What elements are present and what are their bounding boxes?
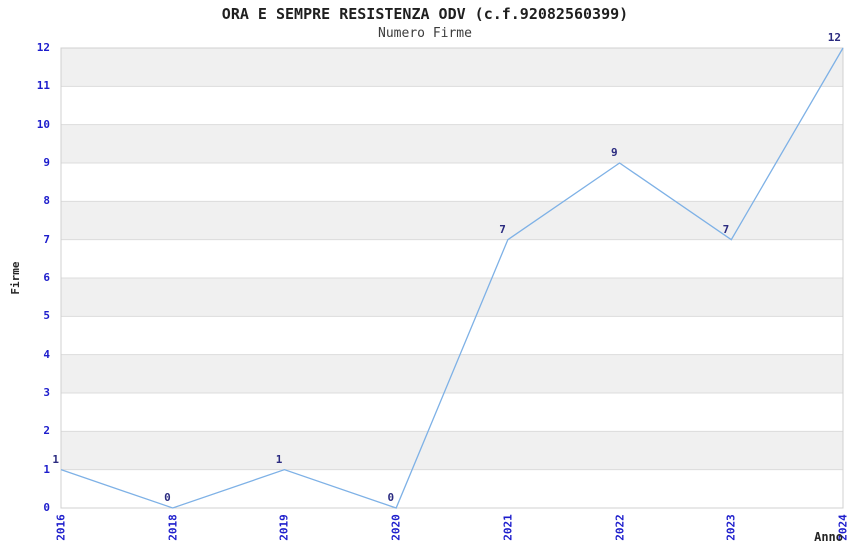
y-axis-tick-label: 8 <box>43 194 50 208</box>
x-axis-tick-label: 2019 <box>277 514 291 541</box>
y-axis-tick-label: 7 <box>43 232 50 246</box>
point-value-label: 9 <box>610 146 618 159</box>
band-layer <box>61 48 843 470</box>
plot-border-layer <box>60 47 844 509</box>
y-axis-label: Firme <box>9 261 22 295</box>
y-axis-tick-label: 12 <box>36 41 50 54</box>
y-axis-tick-label: 6 <box>43 271 50 284</box>
x-axis-label: Anno <box>814 530 843 544</box>
y-axis-tick-label: 9 <box>43 156 50 169</box>
y-axis-tick-label: 11 <box>36 79 50 93</box>
alt-band <box>61 48 843 87</box>
y-axis-tick-label: 10 <box>36 117 50 131</box>
alt-band <box>61 124 843 163</box>
x-axis-tick-label: 2020 <box>389 514 403 541</box>
point-value-label: 0 <box>387 491 395 504</box>
x-axis-tick-label: 2022 <box>613 514 627 541</box>
chart-subtitle: Numero Firme <box>378 26 472 41</box>
x-axis-tick-label: 2023 <box>724 514 738 541</box>
alt-band <box>61 278 843 317</box>
y-axis-tick-label: 5 <box>43 309 50 323</box>
x-axis-tick-label: 2016 <box>54 514 68 541</box>
alt-band <box>61 431 843 470</box>
alt-band <box>61 201 843 240</box>
point-value-label: 1 <box>52 452 59 466</box>
point-value-label: 0 <box>164 491 171 504</box>
point-value-label: 7 <box>722 222 730 236</box>
point-value-label: 7 <box>499 222 506 236</box>
x-axis-tick-label: 2021 <box>501 514 515 541</box>
y-axis-tick-label: 2 <box>43 424 50 438</box>
data-line <box>60 47 844 509</box>
y-axis-tick-label: 4 <box>43 347 50 361</box>
point-value-label: 1 <box>275 452 283 466</box>
plot-border-rect <box>60 47 844 509</box>
y-axis-tick-label: 0 <box>43 501 50 514</box>
y-axis-tick-label: 1 <box>43 462 50 476</box>
x-axis-tick-label: 2018 <box>166 514 180 541</box>
line-series-layer <box>60 47 844 509</box>
point-value-label: 12 <box>827 31 841 44</box>
y-axis-tick-label: 3 <box>43 386 50 399</box>
chart-title: ORA E SEMPRE RESISTENZA ODV (c.f.9208256… <box>221 5 629 23</box>
